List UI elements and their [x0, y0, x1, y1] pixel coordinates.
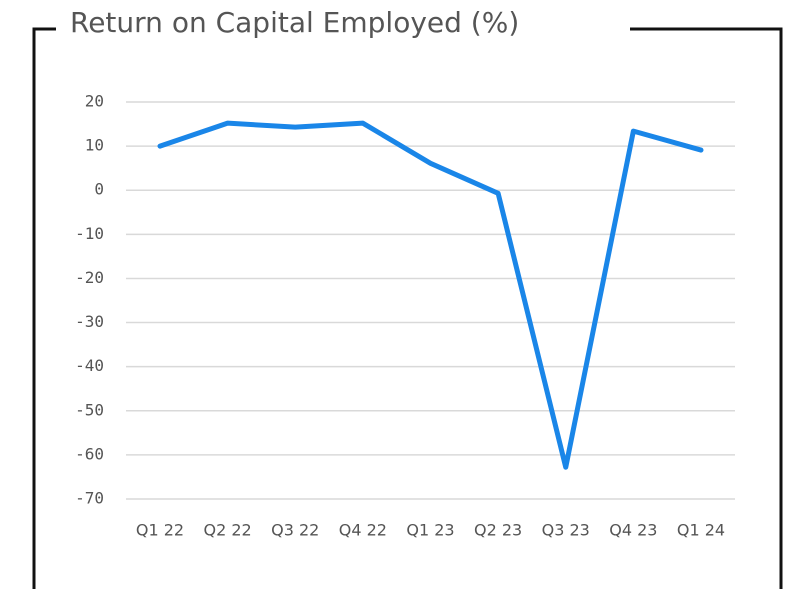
- y-tick-label: -40: [75, 356, 104, 375]
- frame: [32, 27, 783, 589]
- y-tick-label: 0: [94, 180, 104, 199]
- y-tick-label: -60: [75, 444, 104, 463]
- x-tick-label: Q3 22: [271, 521, 319, 540]
- x-tick-label: Q2 22: [204, 521, 252, 540]
- y-tick-label: -20: [75, 268, 104, 287]
- x-tick-label: Q1 23: [406, 521, 454, 540]
- y-tick-label: -30: [75, 312, 104, 331]
- chart-title: Return on Capital Employed (%): [70, 6, 519, 39]
- x-tick-label: Q4 23: [609, 521, 657, 540]
- y-tick-label: 10: [85, 136, 104, 155]
- y-tick-label: -50: [75, 400, 104, 419]
- x-tick-label: Q1 24: [677, 521, 725, 540]
- x-tick-label: Q1 22: [136, 521, 184, 540]
- x-tick-label: Q3 23: [542, 521, 590, 540]
- y-tick-label: 20: [85, 92, 104, 111]
- y-tick-label: -10: [75, 224, 104, 243]
- x-tick-label: Q2 23: [474, 521, 522, 540]
- line: [157, 120, 704, 470]
- x-tick-label: Q4 22: [339, 521, 387, 540]
- y-tick-label: -70: [75, 489, 104, 508]
